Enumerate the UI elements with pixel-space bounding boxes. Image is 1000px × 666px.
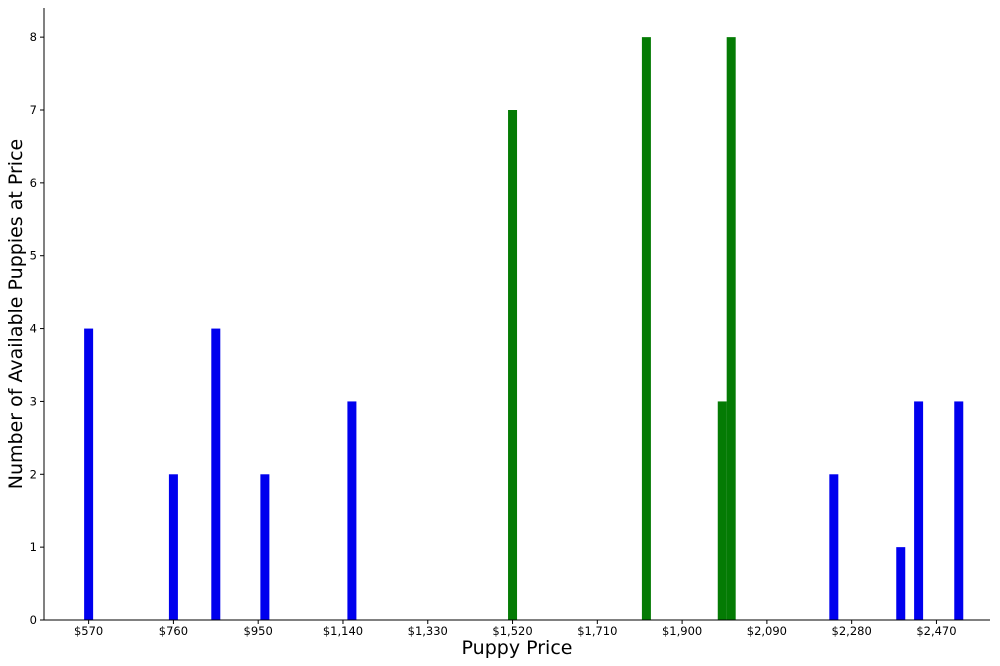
bar-10	[896, 547, 906, 620]
bar-1	[168, 474, 178, 620]
x-tick-label: $2,470	[916, 624, 956, 638]
bar-5	[508, 110, 518, 620]
x-tick-label: $1,330	[408, 624, 448, 638]
x-tick-label: $1,710	[577, 624, 617, 638]
x-tick-label: $1,900	[662, 624, 702, 638]
bar-4	[347, 401, 357, 620]
x-tick-label: $2,090	[747, 624, 787, 638]
x-axis-title: Puppy Price	[462, 637, 573, 659]
x-tick-label: $1,140	[323, 624, 363, 638]
y-tick-label: 0	[30, 613, 37, 627]
bars-group	[84, 37, 964, 620]
x-tick-label: $760	[159, 624, 188, 638]
x-ticks-group: $570 $760 $950 $1,140 $1,330 $1,520 $1,710 $1,9…	[74, 620, 957, 638]
y-axis-title: Number of Available Puppies at Price	[5, 139, 27, 489]
x-tick-label: $570	[74, 624, 103, 638]
y-tick-label: 6	[30, 176, 37, 190]
bar-0	[84, 328, 94, 620]
bar-8	[726, 37, 736, 620]
bar-9	[829, 474, 839, 620]
y-tick-label: 2	[30, 467, 37, 481]
x-tick-label: $2,280	[832, 624, 872, 638]
bar-3	[260, 474, 270, 620]
y-tick-label: 3	[30, 394, 37, 408]
y-tick-label: 7	[30, 103, 37, 117]
x-tick-label: $950	[244, 624, 273, 638]
bar-11	[914, 401, 924, 620]
bar-6	[641, 37, 651, 620]
bar-7	[717, 401, 727, 620]
x-tick-label: $1,520	[492, 624, 532, 638]
bar-12	[954, 401, 964, 620]
y-tick-label: 8	[30, 30, 37, 44]
bar-2	[211, 328, 221, 620]
y-tick-label: 5	[30, 249, 37, 263]
y-tick-label: 1	[30, 540, 37, 554]
y-ticks-group: 0 1 2 3 4 5 6 7 8	[30, 30, 44, 627]
y-tick-label: 4	[30, 322, 37, 336]
